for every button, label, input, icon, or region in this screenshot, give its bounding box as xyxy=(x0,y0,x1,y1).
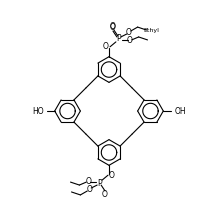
Text: OH: OH xyxy=(174,107,186,116)
Text: O: O xyxy=(110,23,116,32)
Text: O: O xyxy=(85,177,91,186)
Text: P: P xyxy=(97,179,101,188)
Text: HO: HO xyxy=(32,107,44,116)
Text: O: O xyxy=(110,22,116,31)
Text: O: O xyxy=(103,42,109,51)
Text: O: O xyxy=(86,186,92,194)
Text: O: O xyxy=(102,190,108,199)
Text: O: O xyxy=(109,171,115,180)
Text: P: P xyxy=(117,34,121,43)
Text: Ethyl: Ethyl xyxy=(143,28,159,33)
Text: O: O xyxy=(126,27,132,37)
Text: O: O xyxy=(127,36,133,45)
